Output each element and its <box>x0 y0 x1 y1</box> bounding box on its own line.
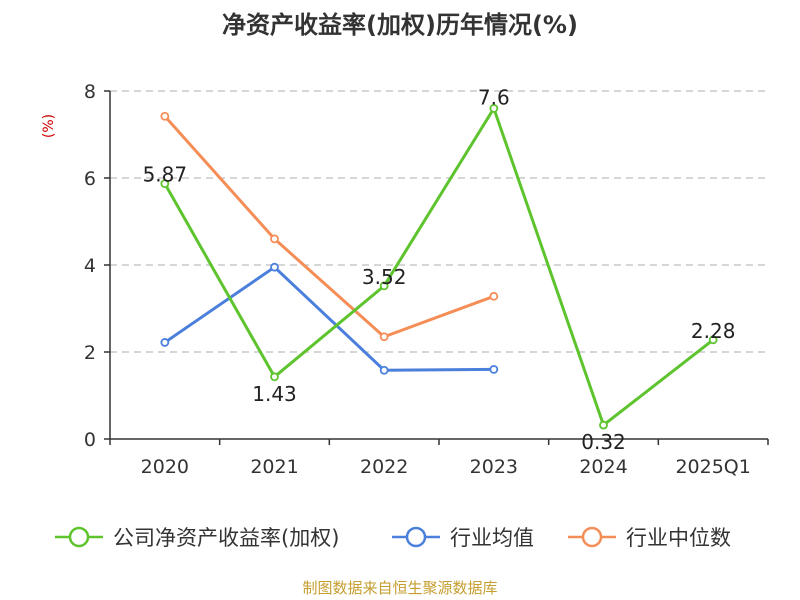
data-point <box>599 420 608 430</box>
legend-label: 行业均值 <box>450 526 534 550</box>
data-point <box>708 335 718 345</box>
series-line <box>163 115 495 339</box>
legend-swatch-marker <box>68 526 90 548</box>
legend-item: 行业均值 <box>392 526 534 550</box>
axes: 2020 2021 2022 2023 2024 2025Q1 <box>104 90 769 478</box>
data-label: 5.87 <box>143 163 188 187</box>
x-tick-label: 2020 <box>141 456 189 478</box>
chart-title: 净资产收益率(加权)历年情况(%) <box>222 11 578 39</box>
data-point <box>270 234 279 244</box>
legend-swatch-marker <box>405 526 427 548</box>
x-tick-label: 2024 <box>579 456 627 478</box>
data-label: 0.32 <box>581 430 626 454</box>
data-point <box>379 332 389 342</box>
y-tick-label: 0 <box>84 429 96 451</box>
series-lines <box>160 104 718 430</box>
x-tick-label: 2023 <box>470 456 518 478</box>
series-line <box>163 106 715 427</box>
data-label: 2.28 <box>691 319 736 343</box>
data-label: 7.6 <box>478 85 510 109</box>
series-0 <box>160 104 718 430</box>
data-label: 1.43 <box>252 382 297 406</box>
y-tick-label: 6 <box>84 168 96 190</box>
x-tick-label: 2022 <box>360 456 408 478</box>
series-2 <box>160 111 499 342</box>
legend-swatch-marker <box>581 526 603 548</box>
y-tick-label: 4 <box>84 255 96 277</box>
data-point <box>379 281 389 291</box>
data-label: 3.52 <box>362 265 407 289</box>
y-tick-label: 8 <box>84 81 96 103</box>
gridlines: 0 2 4 6 8 <box>84 81 768 451</box>
data-source-note: 制图数据来自恒生聚源数据库 <box>302 579 497 597</box>
y-axis-unit-label: (%) <box>41 114 57 138</box>
data-point <box>489 364 499 374</box>
data-point <box>160 338 170 347</box>
legend: 公司净资产收益率(加权) 行业均值 行业中位数 <box>55 526 731 550</box>
data-point <box>160 111 170 121</box>
data-point <box>160 179 170 189</box>
data-point <box>379 365 389 375</box>
series-line <box>163 265 494 372</box>
legend-label: 公司净资产收益率(加权) <box>113 526 339 550</box>
data-labels: 5.87 1.43 3.52 7.6 0.32 2.28 <box>143 85 736 454</box>
x-tick-label: 2021 <box>250 456 298 478</box>
data-point <box>270 262 279 272</box>
legend-item: 行业中位数 <box>568 526 731 550</box>
series-1 <box>160 262 499 375</box>
data-point <box>489 291 499 301</box>
x-tick-label: 2025Q1 <box>675 456 750 478</box>
legend-label: 行业中位数 <box>626 526 731 550</box>
legend-item: 公司净资产收益率(加权) <box>55 526 339 550</box>
y-tick-label: 2 <box>84 342 96 364</box>
data-point <box>270 372 279 382</box>
data-point <box>489 104 499 113</box>
